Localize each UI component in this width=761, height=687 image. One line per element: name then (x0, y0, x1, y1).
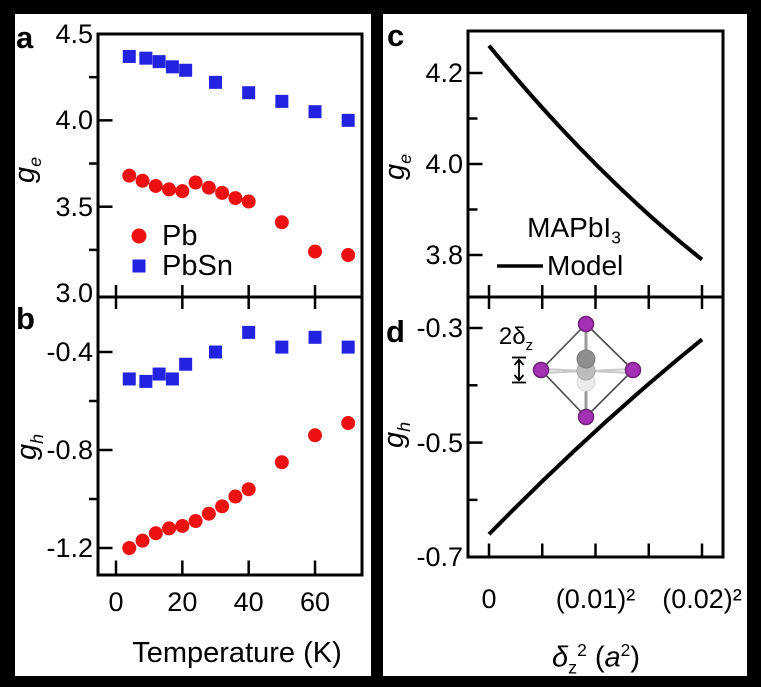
data-point-Pb-a (201, 180, 216, 195)
legend-label-pbsn: PbSn (162, 250, 233, 282)
data-point-PbSn-a (122, 49, 136, 63)
y-tick-label-d: -0.5 (416, 427, 463, 458)
x-tick-label-right: 0 (481, 584, 497, 614)
data-point-PbSn-a (152, 55, 166, 69)
inset-arrow-head-down (513, 374, 525, 382)
data-point-Pb-a (188, 175, 203, 190)
inset-iodine-atom (577, 408, 595, 426)
data-point-PbSn-b (165, 372, 179, 386)
inset-iodine-atom (577, 315, 595, 333)
data-point-PbSn-a (179, 63, 193, 77)
data-point-Pb-b (341, 416, 356, 431)
data-point-Pb-b (241, 482, 256, 497)
data-point-Pb-b (175, 518, 190, 533)
legend-marker-pbsn (132, 259, 146, 273)
data-point-Pb-a (274, 215, 289, 230)
inset-center-atom (576, 349, 596, 369)
panel-label-c: c (387, 18, 405, 53)
x-tick-label-right: (0.02)² (662, 584, 742, 614)
x-tick-label-left: 60 (299, 587, 331, 617)
data-point-Pb-b (148, 526, 163, 541)
legend-label-pb: Pb (162, 220, 198, 252)
y-tick-label-b: -0.4 (46, 337, 93, 367)
data-point-Pb-a (122, 168, 137, 183)
data-point-Pb-b (308, 428, 323, 443)
inset-iodine-atom (624, 361, 642, 379)
inset-label-2deltaz: 2δz (498, 323, 534, 354)
data-point-PbSn-a (165, 60, 179, 74)
data-point-PbSn-b (341, 340, 355, 354)
y-tick-label-d: -0.7 (416, 542, 463, 573)
y-tick-label-a: 3.5 (55, 191, 93, 222)
y-tick-label-a: 3.0 (55, 278, 93, 309)
y-tick-label-d: -0.3 (416, 313, 463, 343)
y-tick-label-b: -0.8 (46, 435, 93, 465)
data-point-PbSn-b (152, 367, 166, 381)
data-point-Pb-b (228, 489, 243, 504)
legend-label-model: Model (547, 250, 624, 281)
x-axis-title-right: δz2 (a2) (552, 640, 640, 678)
y-tick-label-c: 4.2 (425, 58, 463, 88)
data-point-Pb-a (308, 244, 323, 259)
left-plot-frame (96, 32, 364, 577)
y-tick-label-c: 4.0 (425, 149, 463, 179)
data-point-Pb-b (201, 506, 216, 521)
data-point-Pb-a (162, 182, 177, 197)
data-point-PbSn-b (139, 374, 153, 388)
data-point-Pb-a (148, 178, 163, 193)
data-point-PbSn-a (242, 86, 256, 100)
panel-label-b: b (16, 301, 35, 336)
inset-arrow-head-up (513, 358, 525, 366)
data-point-PbSn-b (209, 345, 223, 359)
data-point-PbSn-b (179, 357, 193, 371)
data-point-Pb-a (228, 191, 243, 206)
data-point-Pb-a (175, 184, 190, 199)
data-point-PbSn-a (139, 51, 153, 65)
x-axis-title-left: Temperature (K) (132, 637, 342, 669)
data-point-PbSn-b (275, 340, 289, 354)
y-tick-label-b: -1.2 (46, 533, 93, 563)
data-point-PbSn-a (209, 75, 223, 89)
x-tick-label-right: (0.01)² (555, 584, 636, 614)
x-tick-label-left: 20 (167, 587, 198, 617)
model-curve-c (487, 44, 704, 262)
data-point-Pb-a (135, 173, 150, 188)
y-tick-label-a: 4.0 (55, 105, 93, 136)
x-tick-label-left: 0 (108, 587, 124, 617)
data-point-Pb-a (341, 248, 356, 263)
data-point-Pb-a (215, 185, 230, 200)
right-plot-frame (466, 29, 725, 559)
legend-marker-pb (131, 228, 147, 244)
data-point-Pb-b (274, 455, 289, 470)
data-point-Pb-a (241, 194, 256, 209)
y-tick-label-a: 4.5 (55, 19, 93, 49)
data-point-PbSn-b (308, 330, 322, 344)
data-point-PbSn-a (275, 94, 289, 108)
model-curve-d (487, 337, 704, 536)
inset-iodine-atom (532, 361, 550, 379)
data-point-Pb-b (188, 514, 203, 529)
panel-label-d: d (386, 314, 405, 349)
data-point-PbSn-a (341, 113, 355, 127)
data-point-Pb-b (162, 521, 177, 536)
data-point-PbSn-b (122, 372, 136, 386)
data-point-PbSn-b (242, 325, 256, 339)
data-point-PbSn-a (308, 105, 322, 119)
data-point-Pb-b (122, 541, 137, 555)
y-tick-label-c: 3.8 (425, 240, 463, 270)
x-tick-label-left: 40 (233, 587, 264, 617)
data-point-Pb-b (215, 499, 230, 514)
panel-label-a: a (16, 20, 34, 55)
data-point-Pb-b (135, 533, 150, 548)
annotation-mapbi3: MAPbI3 (527, 212, 621, 248)
figure-left-panel (15, 14, 371, 676)
